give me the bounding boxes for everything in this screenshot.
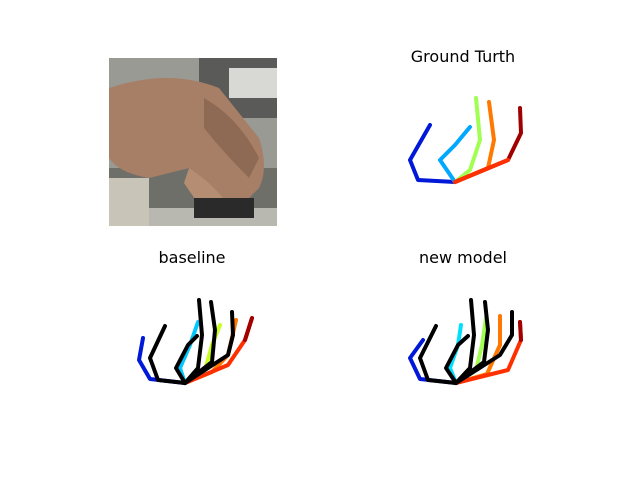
hand-photo: [109, 58, 277, 226]
new-model-prediction: [418, 298, 514, 385]
hand-photo-image: [109, 58, 277, 226]
new-model-title: new model: [419, 248, 507, 267]
ground-truth-skeleton: [408, 96, 523, 184]
ground-truth-title: Ground Turth: [410, 47, 516, 66]
baseline-title: baseline: [158, 248, 226, 267]
baseline-prediction: [148, 298, 235, 385]
